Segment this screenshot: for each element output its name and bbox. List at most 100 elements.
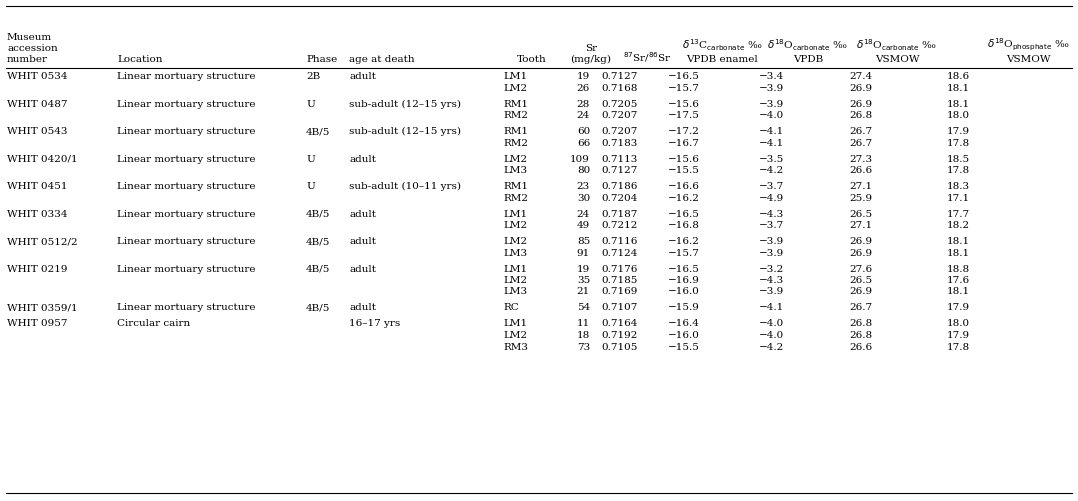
Text: −4.1: −4.1 (759, 127, 784, 136)
Text: 26.9: 26.9 (848, 237, 872, 246)
Text: −16.2: −16.2 (668, 237, 700, 246)
Text: 91: 91 (577, 248, 590, 258)
Text: U: U (306, 182, 315, 191)
Text: −16.9: −16.9 (668, 276, 700, 285)
Text: RC: RC (503, 304, 519, 313)
Text: LM2: LM2 (503, 221, 527, 230)
Text: 24: 24 (577, 209, 590, 218)
Text: LM1: LM1 (503, 265, 527, 274)
Text: 0.7207: 0.7207 (602, 111, 638, 120)
Text: 24: 24 (577, 111, 590, 120)
Text: 0.7116: 0.7116 (602, 237, 638, 246)
Text: adult: adult (349, 154, 376, 163)
Text: −16.8: −16.8 (668, 221, 700, 230)
Text: 27.1: 27.1 (848, 221, 872, 230)
Text: adult: adult (349, 72, 376, 81)
Text: −15.6: −15.6 (668, 100, 700, 109)
Text: −3.9: −3.9 (759, 100, 784, 109)
Text: 25.9: 25.9 (848, 193, 872, 202)
Text: 66: 66 (577, 138, 590, 147)
Text: 0.7164: 0.7164 (602, 320, 638, 329)
Text: Linear mortuary structure: Linear mortuary structure (118, 182, 255, 191)
Text: 0.7176: 0.7176 (602, 265, 638, 274)
Text: 17.9: 17.9 (946, 127, 970, 136)
Text: 0.7127: 0.7127 (602, 166, 638, 175)
Text: 27.4: 27.4 (848, 72, 872, 81)
Text: 23: 23 (577, 182, 590, 191)
Text: Circular cairn: Circular cairn (118, 320, 190, 329)
Text: U: U (306, 154, 315, 163)
Text: 0.7169: 0.7169 (602, 288, 638, 297)
Text: $\delta^{18}$O$_{\rm phosphate}$ ‰
VSMOW: $\delta^{18}$O$_{\rm phosphate}$ ‰ VSMOW (987, 37, 1070, 64)
Text: 17.8: 17.8 (946, 343, 970, 352)
Text: 35: 35 (577, 276, 590, 285)
Text: −4.9: −4.9 (759, 193, 784, 202)
Text: −3.9: −3.9 (759, 237, 784, 246)
Text: −16.5: −16.5 (668, 209, 700, 218)
Text: −16.2: −16.2 (668, 193, 700, 202)
Text: −4.3: −4.3 (759, 209, 784, 218)
Text: 18.0: 18.0 (946, 111, 970, 120)
Text: adult: adult (349, 304, 376, 313)
Text: −3.5: −3.5 (759, 154, 784, 163)
Text: age at death: age at death (349, 55, 415, 64)
Text: −4.3: −4.3 (759, 276, 784, 285)
Text: LM3: LM3 (503, 248, 527, 258)
Text: 26: 26 (577, 84, 590, 93)
Text: 0.7207: 0.7207 (602, 127, 638, 136)
Text: WHIT 0534: WHIT 0534 (6, 72, 68, 81)
Text: 0.7183: 0.7183 (602, 138, 638, 147)
Text: 0.7124: 0.7124 (602, 248, 638, 258)
Text: 18.2: 18.2 (946, 221, 970, 230)
Text: Linear mortuary structure: Linear mortuary structure (118, 209, 255, 218)
Text: LM1: LM1 (503, 320, 527, 329)
Text: −16.0: −16.0 (668, 331, 700, 340)
Text: −16.0: −16.0 (668, 288, 700, 297)
Text: RM2: RM2 (503, 193, 528, 202)
Text: 21: 21 (577, 288, 590, 297)
Text: 26.7: 26.7 (848, 138, 872, 147)
Text: −3.9: −3.9 (759, 248, 784, 258)
Text: 18.1: 18.1 (946, 84, 970, 93)
Text: −3.4: −3.4 (759, 72, 784, 81)
Text: 18.1: 18.1 (946, 237, 970, 246)
Text: sub-adult (10–11 yrs): sub-adult (10–11 yrs) (349, 182, 461, 191)
Text: 0.7127: 0.7127 (602, 72, 638, 81)
Text: −15.9: −15.9 (668, 304, 700, 313)
Text: 4B/5: 4B/5 (306, 304, 330, 313)
Text: −17.5: −17.5 (668, 111, 700, 120)
Text: 18.8: 18.8 (946, 265, 970, 274)
Text: adult: adult (349, 209, 376, 218)
Text: RM2: RM2 (503, 138, 528, 147)
Text: 26.9: 26.9 (848, 84, 872, 93)
Text: 16–17 yrs: 16–17 yrs (349, 320, 400, 329)
Text: 26.7: 26.7 (848, 304, 872, 313)
Text: 0.7204: 0.7204 (602, 193, 638, 202)
Text: Sr
(mg/kg): Sr (mg/kg) (570, 44, 611, 64)
Text: WHIT 0219: WHIT 0219 (6, 265, 68, 274)
Text: 0.7205: 0.7205 (602, 100, 638, 109)
Text: 17.8: 17.8 (946, 166, 970, 175)
Text: LM2: LM2 (503, 237, 527, 246)
Text: 2B: 2B (306, 72, 320, 81)
Text: −4.2: −4.2 (759, 166, 784, 175)
Text: Linear mortuary structure: Linear mortuary structure (118, 154, 255, 163)
Text: 49: 49 (577, 221, 590, 230)
Text: 0.7185: 0.7185 (602, 276, 638, 285)
Text: 109: 109 (570, 154, 590, 163)
Text: 28: 28 (577, 100, 590, 109)
Text: 18.6: 18.6 (946, 72, 970, 81)
Text: 27.3: 27.3 (848, 154, 872, 163)
Text: Linear mortuary structure: Linear mortuary structure (118, 127, 255, 136)
Text: LM2: LM2 (503, 154, 527, 163)
Text: 4B/5: 4B/5 (306, 127, 330, 136)
Text: sub-adult (12–15 yrs): sub-adult (12–15 yrs) (349, 100, 461, 109)
Text: −16.4: −16.4 (668, 320, 700, 329)
Text: 26.8: 26.8 (848, 320, 872, 329)
Text: $\delta^{13}$C$_{\rm carbonate}$ ‰
VPDB enamel: $\delta^{13}$C$_{\rm carbonate}$ ‰ VPDB … (681, 37, 762, 64)
Text: LM1: LM1 (503, 72, 527, 81)
Text: 4B/5: 4B/5 (306, 237, 330, 246)
Text: adult: adult (349, 265, 376, 274)
Text: −15.7: −15.7 (668, 248, 700, 258)
Text: LM3: LM3 (503, 166, 527, 175)
